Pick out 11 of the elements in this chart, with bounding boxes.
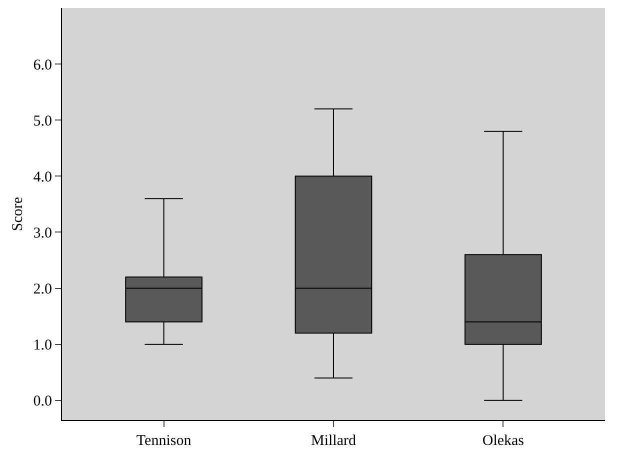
x-tick-label: Olekas <box>482 433 524 449</box>
x-tick-label: Tennison <box>136 433 192 449</box>
x-tick-label: Millard <box>311 433 356 449</box>
y-tick-label: 4.0 <box>33 169 52 186</box>
y-tick-label: 0.0 <box>33 394 52 410</box>
y-tick-label: 2.0 <box>33 282 52 298</box>
y-axis-title: Score <box>10 196 26 232</box>
y-tick-label: 1.0 <box>33 338 52 354</box>
y-tick-label: 5.0 <box>33 113 52 130</box>
y-tick-label: 6.0 <box>33 57 52 74</box>
y-tick-label: 3.0 <box>33 225 52 242</box>
